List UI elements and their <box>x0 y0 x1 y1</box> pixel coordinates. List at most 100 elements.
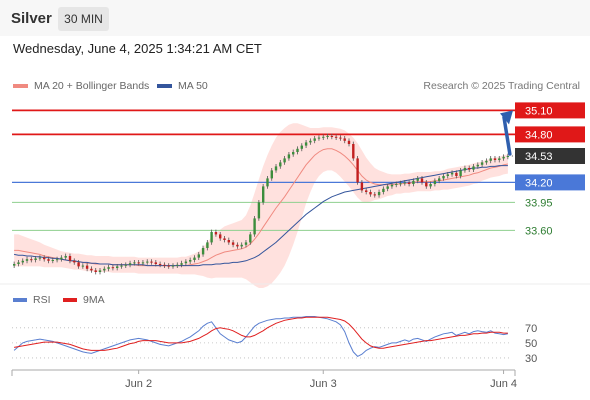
candle-body <box>21 260 24 263</box>
candle <box>442 173 445 181</box>
candle-body <box>352 144 355 159</box>
candle-body <box>450 172 454 175</box>
candle-body <box>51 260 54 261</box>
moving-average-layer <box>14 148 508 267</box>
candle <box>51 257 54 264</box>
rsi-line <box>13 316 508 358</box>
bollinger-band-area <box>14 123 508 288</box>
chart-datetime: Wednesday, June 4, 2025 1:34:21 AM CET <box>13 41 262 56</box>
candle <box>21 258 24 265</box>
candle-body <box>382 188 385 192</box>
candle-body <box>219 234 222 239</box>
candle-body <box>240 244 243 247</box>
symbol-title: Silver <box>11 10 52 27</box>
candle <box>55 256 59 263</box>
candle-body <box>107 267 110 269</box>
candle <box>85 263 89 272</box>
candle-body <box>197 254 200 258</box>
candle-body <box>154 262 157 264</box>
candle <box>412 178 415 187</box>
candle <box>429 181 432 189</box>
candle <box>395 181 398 188</box>
candle-body <box>472 166 475 170</box>
candle <box>292 149 295 157</box>
candle-body <box>322 136 325 138</box>
candle <box>25 256 29 264</box>
candle <box>274 164 278 173</box>
candle <box>206 240 209 251</box>
candle-body <box>262 186 265 203</box>
candle <box>154 260 157 267</box>
candle <box>133 260 136 266</box>
level-label-34-20: 34.20 <box>525 177 553 189</box>
candle <box>356 156 359 185</box>
candle <box>270 168 273 181</box>
candle <box>244 240 248 248</box>
candle <box>210 229 213 245</box>
candle-body <box>476 164 479 167</box>
candle-body <box>433 180 437 184</box>
candle-body <box>158 264 162 265</box>
candle-body <box>339 137 342 139</box>
candle-body <box>124 264 127 266</box>
forecast-arrow-shaft <box>502 115 512 156</box>
candle <box>339 135 342 141</box>
candle <box>189 257 192 264</box>
legend-label-ma50: MA 50 <box>178 80 208 92</box>
candle-body <box>330 136 334 137</box>
candle <box>480 160 484 168</box>
candle-body <box>313 138 316 141</box>
rsi-panel-layer: 70 50 30 <box>12 316 537 365</box>
legend-swatch-rsi <box>13 298 27 302</box>
candle <box>472 164 475 172</box>
candle-body <box>133 262 136 264</box>
candle-body <box>442 176 445 179</box>
candle <box>493 156 497 163</box>
candle-body <box>171 265 175 267</box>
candle <box>150 259 153 265</box>
candle-body <box>412 180 415 184</box>
timeframe-button[interactable]: 30 MIN <box>58 7 109 31</box>
legend-label-9ma: 9MA <box>83 294 105 306</box>
candle <box>334 134 338 140</box>
level-label-34-53: 34.53 <box>525 151 553 163</box>
candle-body <box>468 168 471 170</box>
candle <box>279 160 282 169</box>
candle <box>446 172 449 179</box>
candle <box>236 242 239 249</box>
candle-body <box>377 192 381 196</box>
candle-body <box>300 145 303 149</box>
candle-body <box>365 190 368 192</box>
candle-body <box>407 182 411 184</box>
candle-body <box>214 232 218 235</box>
candle <box>296 146 299 155</box>
legend-swatch-ma50 <box>157 84 172 88</box>
candle <box>326 133 329 140</box>
legend-swatch-ma20 <box>13 84 28 88</box>
candle-body <box>498 158 501 160</box>
level-label-bg-34-20 <box>515 174 585 191</box>
forecast-arrow-head <box>500 110 513 125</box>
candle-body <box>210 232 213 243</box>
candle-body <box>266 178 269 187</box>
ma50-line <box>14 165 508 267</box>
candle <box>386 184 389 192</box>
candle <box>128 260 132 268</box>
legend-rsi: RSI <box>13 294 51 306</box>
candle <box>253 216 256 237</box>
candle <box>390 182 394 189</box>
legend-9ma: 9MA <box>63 294 105 306</box>
candle <box>193 255 196 263</box>
candle <box>163 262 166 268</box>
candle <box>34 256 37 263</box>
candle-body <box>128 263 132 265</box>
candle <box>399 180 402 187</box>
candle <box>420 176 424 185</box>
level-label-35-10: 35.10 <box>525 105 553 117</box>
candle <box>167 263 170 269</box>
candle <box>68 253 72 264</box>
candlesticks-layer <box>13 133 510 275</box>
candle-body <box>317 137 321 139</box>
candle-body <box>180 263 183 265</box>
rsi-tick-50: 50 <box>525 338 537 350</box>
